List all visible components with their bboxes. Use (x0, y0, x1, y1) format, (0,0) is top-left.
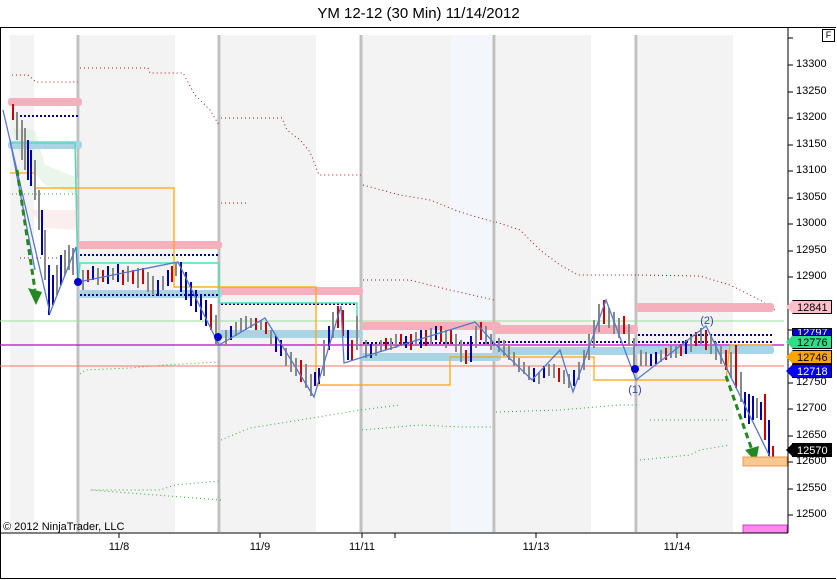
resistance-zones (8, 98, 774, 334)
cyan-step-line (10, 142, 358, 343)
price-marker-12718: 12718 (786, 364, 832, 378)
target-zone-magenta (742, 524, 788, 534)
x-tick-label: 11/14 (663, 541, 691, 553)
x-tick-label: 11/11 (349, 541, 375, 553)
lower-envelope-dotted (12, 193, 731, 501)
price-marker-last: 12570 (786, 443, 832, 457)
y-tick-label: 13250 (796, 85, 827, 97)
session-shading (10, 35, 733, 532)
swing-dot (631, 365, 639, 373)
y-tick-label: 13150 (796, 138, 827, 150)
swing-label-2: (2) (700, 315, 713, 327)
chart-frame (0, 27, 836, 579)
swing-label-1: (1) (628, 384, 641, 396)
copyright-text: © 2012 NinjaTrader, LLC (3, 521, 125, 533)
price-marker-12841: 12841 (786, 300, 832, 314)
x-axis-ticks (118, 533, 678, 538)
price-marker-12746: 12746 (786, 350, 832, 364)
chart-title: YM 12-12 (30 Min) 11/14/2012 (317, 5, 520, 22)
y-tick-label: 12750 (796, 376, 827, 388)
x-tick-label: 11/9 (249, 541, 271, 553)
y-tick-label: 13000 (796, 217, 827, 229)
y-tick-label: 12700 (796, 402, 827, 414)
y-axis-ticks (788, 37, 793, 516)
y-tick-label: 13200 (796, 111, 827, 123)
pivot-dotted-lines (12, 115, 772, 344)
y-tick-label: 12650 (796, 429, 827, 441)
swing-dot (214, 333, 222, 341)
y-tick-label: 13300 (796, 58, 827, 70)
y-tick-label: 12900 (796, 270, 827, 282)
y-tick-label: 12500 (796, 508, 827, 520)
y-tick-label: 13050 (796, 191, 827, 203)
y-tick-label: 12600 (796, 455, 827, 467)
y-tick-label: 12550 (796, 482, 827, 494)
y-tick-label: 12950 (796, 244, 827, 256)
target-zone-orange (742, 456, 788, 467)
swing-dot (74, 278, 82, 286)
f-button[interactable]: F (822, 29, 835, 42)
x-tick-label: 11/8 (108, 541, 130, 553)
y-tick-label: 13100 (796, 164, 827, 176)
x-tick-label: 11/13 (522, 541, 550, 553)
price-marker-12776: 12776 (786, 335, 832, 349)
orange-step-line (10, 172, 772, 386)
price-bars (12, 104, 774, 460)
